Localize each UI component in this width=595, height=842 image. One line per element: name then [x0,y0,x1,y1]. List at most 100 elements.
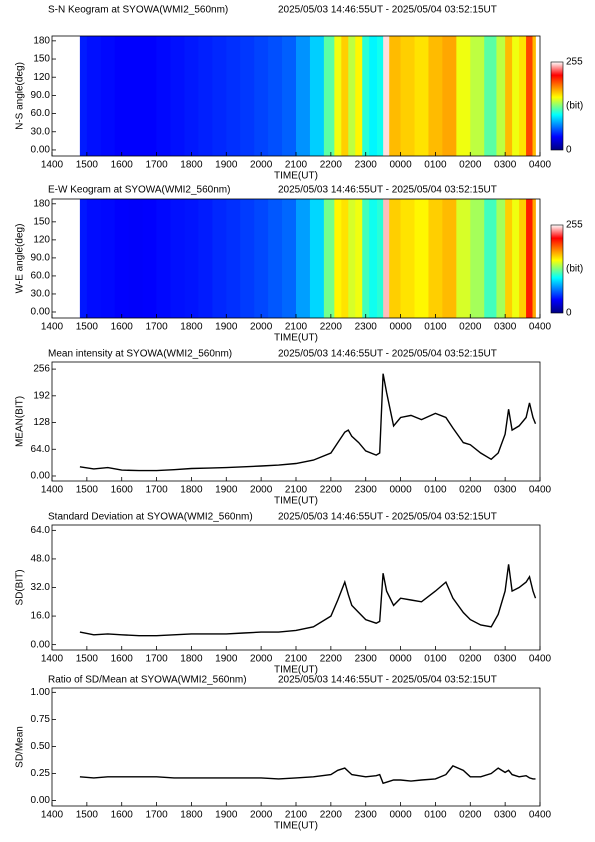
y-tick-label: 0.50 [31,741,51,752]
x-tick-label: 2000 [250,322,273,333]
keogram-column [282,199,297,318]
x-tick-label: 1500 [76,160,99,171]
x-tick-label: 1500 [76,322,99,333]
y-tick-label: 128 [33,417,50,428]
y-tick-label: 64.0 [31,525,51,536]
x-tick-label: 1700 [145,485,168,496]
keogram-column [526,199,533,318]
keogram-column [377,199,384,318]
keogram-column [348,36,356,156]
x-tick-label: 1700 [145,160,168,171]
keogram-column [470,36,485,156]
y-tick-label: 30.0 [31,289,51,300]
keogram-column [505,36,513,156]
colorbar-label: (bit) [566,101,583,112]
keogram-column [470,199,485,318]
keogram-column [428,199,443,318]
keogram-column [296,36,311,156]
keogram-column [254,199,269,318]
y-axis-label: SD/Mean [15,726,26,768]
x-tick-label: 0000 [389,654,412,665]
keogram-column [100,199,116,318]
keogram-column [456,199,471,318]
keogram-column [184,199,199,318]
x-tick-label: 2000 [250,654,273,665]
x-tick-label: 0000 [389,810,412,821]
keogram-column [428,36,443,156]
x-tick-label: 0000 [389,322,412,333]
keogram-column [512,199,520,318]
y-tick-label: 16.0 [31,611,51,622]
y-tick-label: 90.0 [31,253,51,264]
x-tick-label: 0300 [494,485,517,496]
x-tick-label: 0200 [459,810,482,821]
chart-subtitle: 2025/05/03 14:46:55UT - 2025/05/04 03:52… [278,675,497,686]
y-tick-label: 60.0 [31,108,51,119]
y-axis-label: SD(BIT) [15,569,26,605]
y-tick-label: 150 [33,54,50,65]
x-tick-label: 1500 [76,654,99,665]
keogram-column [442,36,457,156]
y-axis-label: MEAN(BIT) [15,396,26,447]
chart-subtitle: 2025/05/03 14:46:55UT - 2025/05/04 03:52… [278,349,497,360]
colorbar-tick-label: 255 [566,220,583,231]
keogram-column [484,36,497,156]
keogram-column [519,36,527,156]
x-tick-label: 2300 [355,654,378,665]
keogram-column [362,36,370,156]
data-line [79,373,537,472]
keogram-column [526,36,533,156]
x-tick-label: 2300 [355,160,378,171]
x-tick-label: 1500 [76,810,99,821]
keogram-column [156,36,171,156]
keogram-column [86,199,102,318]
chart-subtitle: 2025/05/03 14:46:55UT - 2025/05/04 03:52… [278,512,497,523]
keogram-column [79,36,88,156]
keogram-column [442,199,457,318]
y-tick-label: 0.75 [31,714,51,725]
plot-frame [51,524,541,651]
chart-subtitle: 2025/05/03 14:46:55UT - 2025/05/04 03:52… [278,185,497,196]
plot-frame [51,687,541,807]
y-tick-label: 48.0 [31,554,51,565]
y-tick-label: 60.0 [31,271,51,282]
keogram-column [114,36,130,156]
colorbar-tick-label: 255 [566,57,583,68]
x-tick-label: 2200 [320,810,343,821]
keogram-column [519,199,527,318]
keogram-column [156,199,171,318]
y-tick-label: 120 [33,72,50,83]
keogram-column [456,36,471,156]
x-tick-label: 0400 [529,810,552,821]
x-tick-label: 2300 [355,322,378,333]
x-tick-label: 2100 [285,160,308,171]
x-tick-label: 0000 [389,160,412,171]
keogram-column [383,199,390,318]
x-tick-label: 1600 [111,810,134,821]
keogram-column [323,36,335,156]
keogram-column [268,199,283,318]
x-tick-label: 2000 [250,160,273,171]
keogram-column [389,36,401,156]
x-tick-label: 1400 [41,160,64,171]
colorbar [550,61,564,151]
chart-subtitle: 2025/05/03 14:46:55UT - 2025/05/04 03:52… [278,5,497,16]
keogram-column [369,36,378,156]
x-tick-label: 1900 [215,322,238,333]
keogram-column [128,199,144,318]
y-tick-label: 0.00 [31,639,51,650]
x-tick-label: 2100 [285,810,308,821]
x-tick-label: 0100 [424,810,447,821]
x-tick-label: 0200 [459,654,482,665]
x-tick-label: 2300 [355,485,378,496]
y-tick-label: 30.0 [31,126,51,137]
x-tick-label: 1700 [145,810,168,821]
keogram-column [496,199,506,318]
keogram-column [532,36,536,156]
x-tick-label: 2100 [285,654,308,665]
x-tick-label: 1400 [41,322,64,333]
colorbar-tick-label: 0 [566,145,572,156]
x-tick-label: 0300 [494,160,517,171]
keogram-column [512,36,520,156]
keogram-column [240,199,255,318]
